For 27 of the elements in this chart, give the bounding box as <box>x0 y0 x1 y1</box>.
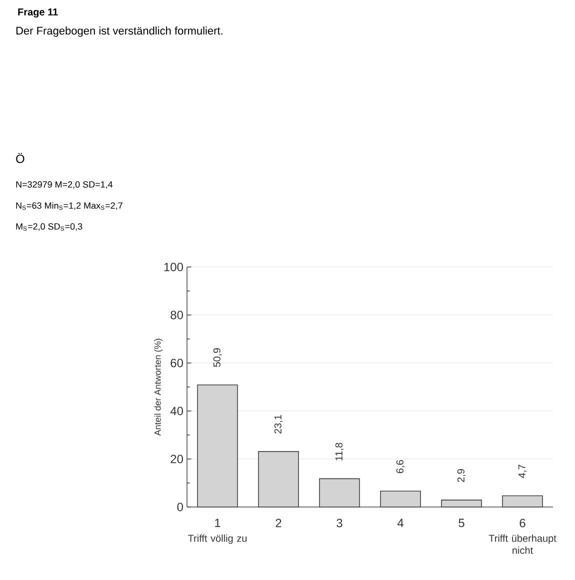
x-tick-label: 2 <box>276 518 282 528</box>
y-tick-label: 0 <box>177 502 184 512</box>
text: Ö <box>16 152 24 164</box>
chart-subtitle: Der Fragebogen ist verständlich formuliert. <box>16 26 222 37</box>
x-tick-label: 4 <box>397 518 404 528</box>
text: Trifft überhaupt nicht <box>488 534 556 554</box>
x-tick-label: 6 <box>520 518 526 528</box>
text: Trifft völlig zu <box>188 534 247 544</box>
x-tick-label: 1 <box>215 518 220 528</box>
y-axis-title: Anteil der Antworten (%) <box>154 338 163 436</box>
text: N$_{S}$=63 Min$_{S}$=1,2 Max$_{S}$=2,7 <box>16 202 122 210</box>
data-label: 23,1 <box>274 415 283 434</box>
text: Frage 11 <box>18 8 58 18</box>
text: M$_{S}$=2,0 SD$_{S}$=0,3 <box>16 223 82 231</box>
x-tick-label: 5 <box>458 518 464 528</box>
text: N=32979 M=2,0 SD=1,4 <box>16 181 113 189</box>
data-label: 11,8 <box>335 442 344 460</box>
x-tick-label: 3 <box>336 518 342 528</box>
y-tick-label: 20 <box>170 454 184 464</box>
data-label: 4,7 <box>518 464 527 478</box>
data-label: 50,9 <box>213 348 222 367</box>
y-tick-label: 60 <box>170 358 184 368</box>
y-tick-label: 40 <box>170 406 184 416</box>
data-label: 2,9 <box>457 469 466 482</box>
y-tick-label: 80 <box>170 310 184 320</box>
data-label: 6,6 <box>396 460 405 474</box>
y-tick-label: 100 <box>164 262 183 272</box>
